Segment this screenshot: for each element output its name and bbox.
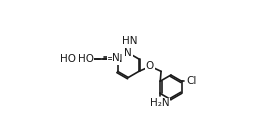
Text: HN: HN: [122, 36, 137, 46]
Text: Cl: Cl: [186, 76, 197, 86]
Text: O: O: [146, 61, 154, 71]
Text: N: N: [112, 53, 120, 63]
Text: =N: =N: [107, 54, 124, 64]
Text: HO: HO: [78, 54, 94, 64]
Text: N: N: [124, 48, 132, 58]
Text: H₂N: H₂N: [150, 98, 169, 108]
Text: HO: HO: [60, 54, 76, 64]
